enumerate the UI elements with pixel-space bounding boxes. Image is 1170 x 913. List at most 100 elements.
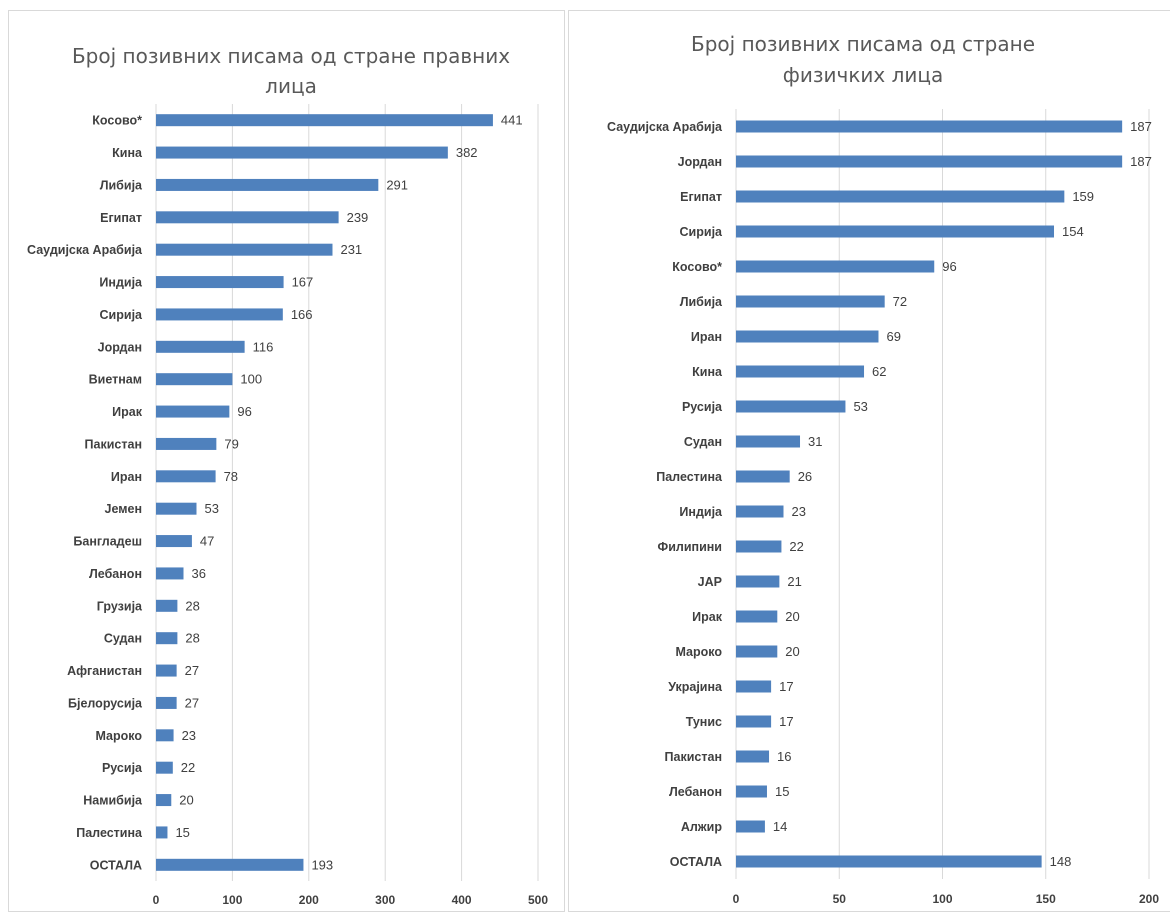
data-label: 47 <box>200 534 214 549</box>
chart-title-line-2: физичких лица <box>783 63 943 87</box>
category-label: Саудијска Арабија <box>27 243 143 257</box>
data-label: 167 <box>292 275 314 290</box>
bar <box>736 120 1123 133</box>
category-label: Индија <box>679 505 723 519</box>
bar <box>156 632 178 645</box>
chart-natural-persons: Број позивних писама од стране физичких … <box>607 32 1159 906</box>
category-label: Судан <box>104 632 142 646</box>
bar <box>736 470 790 483</box>
bar <box>156 858 304 871</box>
category-label: Иран <box>691 330 722 344</box>
data-label: 231 <box>340 242 362 257</box>
category-label: Палестина <box>656 470 723 484</box>
bar <box>736 540 782 553</box>
category-label: Кина <box>692 365 723 379</box>
category-label: Јордан <box>98 340 142 354</box>
category-label: Индија <box>99 276 143 290</box>
bar <box>156 308 283 321</box>
bar <box>156 114 493 127</box>
chart-title-line-1: Број позивних писама од стране <box>691 32 1035 56</box>
bar <box>156 826 168 839</box>
data-label: 159 <box>1072 189 1094 204</box>
x-tick-label: 100 <box>932 892 952 906</box>
data-label: 23 <box>182 728 196 743</box>
bar <box>736 400 846 413</box>
data-label: 17 <box>779 679 793 694</box>
category-label: Ирак <box>692 610 723 624</box>
category-label: Судан <box>684 435 722 449</box>
data-label: 239 <box>347 210 369 225</box>
bar <box>736 295 885 308</box>
bar <box>736 715 772 728</box>
x-tick-label: 500 <box>528 893 548 907</box>
bar <box>736 575 780 588</box>
category-label: Сирија <box>680 225 724 239</box>
data-label: 36 <box>192 566 206 581</box>
bar <box>156 664 177 677</box>
data-label: 20 <box>179 793 193 808</box>
data-label: 193 <box>311 857 333 872</box>
category-label: Алжир <box>681 820 723 834</box>
x-tick-label: 200 <box>299 893 319 907</box>
chart-panel-natural-persons: Број позивних писама од стране физичких … <box>568 10 1170 912</box>
data-label: 116 <box>253 339 274 354</box>
bar <box>156 696 177 709</box>
data-label: 20 <box>785 644 799 659</box>
bar <box>156 794 172 807</box>
bar <box>156 146 448 159</box>
bar <box>156 599 178 612</box>
x-tick-label: 50 <box>833 892 847 906</box>
data-label: 148 <box>1050 854 1072 869</box>
x-tick-label: 400 <box>452 893 472 907</box>
bar <box>736 365 865 378</box>
bar <box>736 190 1065 203</box>
data-label: 154 <box>1062 224 1084 239</box>
category-label: Косово* <box>92 114 142 128</box>
data-label: 28 <box>185 631 199 646</box>
bar <box>736 750 770 763</box>
data-label: 53 <box>853 399 867 414</box>
x-tick-label: 150 <box>1036 892 1056 906</box>
data-label: 166 <box>291 307 313 322</box>
bar <box>156 373 233 386</box>
category-label: Грузија <box>97 599 143 613</box>
data-label: 96 <box>237 404 251 419</box>
data-label: 69 <box>886 329 900 344</box>
category-label: ОСТАЛА <box>670 855 722 869</box>
category-label: Мароко <box>675 645 722 659</box>
category-label: Либија <box>680 295 723 309</box>
bar <box>736 505 784 518</box>
x-tick-label: 0 <box>153 893 160 907</box>
bar <box>736 155 1123 168</box>
bar <box>156 276 284 289</box>
bar <box>156 211 339 224</box>
data-label: 53 <box>204 501 218 516</box>
data-label: 100 <box>240 372 262 387</box>
data-label: 79 <box>224 436 238 451</box>
category-label: Филипини <box>658 540 722 554</box>
bar <box>156 405 230 418</box>
category-label: Бјелорусија <box>68 696 143 710</box>
x-tick-label: 100 <box>222 893 242 907</box>
category-label: Пакистан <box>665 750 722 764</box>
bar <box>736 680 772 693</box>
category-label: Мароко <box>95 729 142 743</box>
category-label: Кина <box>112 146 143 160</box>
category-label: Русија <box>682 400 723 414</box>
category-label: Русија <box>102 761 143 775</box>
category-label: Намибија <box>83 794 143 808</box>
bar <box>156 470 216 483</box>
chart-legal-entities: Број позивних писама од стране правних л… <box>27 44 548 907</box>
bar <box>156 761 173 774</box>
bar <box>736 225 1055 238</box>
bar <box>156 567 184 580</box>
data-label: 27 <box>185 695 199 710</box>
bar <box>156 178 379 191</box>
data-label: 28 <box>185 598 199 613</box>
x-tick-label: 300 <box>375 893 395 907</box>
category-label: Саудијска Арабија <box>607 120 723 134</box>
category-label: Сирија <box>100 308 144 322</box>
data-label: 27 <box>185 663 199 678</box>
data-label: 187 <box>1130 154 1152 169</box>
category-label: Ирак <box>112 405 143 419</box>
